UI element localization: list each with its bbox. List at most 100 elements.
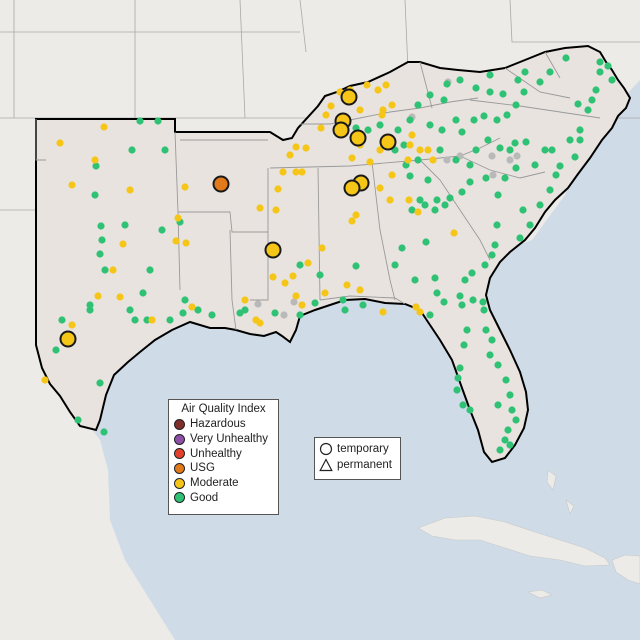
good-station-marker[interactable] bbox=[296, 311, 304, 319]
moderate-station-marker[interactable] bbox=[94, 292, 102, 300]
nodata-station-marker[interactable] bbox=[488, 152, 496, 160]
good-station-marker[interactable] bbox=[456, 76, 464, 84]
moderate-station-marker[interactable] bbox=[109, 266, 117, 274]
good-station-marker[interactable] bbox=[592, 86, 600, 94]
good-station-marker[interactable] bbox=[552, 171, 560, 179]
moderate-station-marker[interactable] bbox=[388, 101, 396, 109]
good-station-marker[interactable] bbox=[472, 146, 480, 154]
moderate-station-marker[interactable] bbox=[414, 208, 422, 216]
moderate-station-marker[interactable] bbox=[116, 293, 124, 301]
good-station-marker[interactable] bbox=[562, 54, 570, 62]
moderate-large-station-marker[interactable] bbox=[349, 129, 367, 147]
moderate-station-marker[interactable] bbox=[374, 86, 382, 94]
good-station-marker[interactable] bbox=[58, 316, 66, 324]
good-station-marker[interactable] bbox=[376, 121, 384, 129]
moderate-large-station-marker[interactable] bbox=[332, 121, 350, 139]
moderate-station-marker[interactable] bbox=[292, 292, 300, 300]
moderate-station-marker[interactable] bbox=[317, 124, 325, 132]
moderate-station-marker[interactable] bbox=[274, 185, 282, 193]
good-station-marker[interactable] bbox=[458, 188, 466, 196]
moderate-station-marker[interactable] bbox=[352, 211, 360, 219]
good-station-marker[interactable] bbox=[574, 100, 582, 108]
moderate-station-marker[interactable] bbox=[298, 168, 306, 176]
good-station-marker[interactable] bbox=[494, 191, 502, 199]
moderate-station-marker[interactable] bbox=[366, 158, 374, 166]
good-station-marker[interactable] bbox=[431, 206, 439, 214]
good-station-marker[interactable] bbox=[166, 316, 174, 324]
good-station-marker[interactable] bbox=[433, 289, 441, 297]
good-station-marker[interactable] bbox=[438, 126, 446, 134]
moderate-station-marker[interactable] bbox=[386, 196, 394, 204]
moderate-station-marker[interactable] bbox=[41, 376, 49, 384]
good-station-marker[interactable] bbox=[446, 194, 454, 202]
good-station-marker[interactable] bbox=[146, 266, 154, 274]
good-station-marker[interactable] bbox=[588, 96, 596, 104]
good-station-marker[interactable] bbox=[488, 251, 496, 259]
moderate-station-marker[interactable] bbox=[56, 139, 64, 147]
moderate-station-marker[interactable] bbox=[174, 214, 182, 222]
good-station-marker[interactable] bbox=[400, 141, 408, 149]
good-station-marker[interactable] bbox=[179, 309, 187, 317]
good-station-marker[interactable] bbox=[311, 299, 319, 307]
good-station-marker[interactable] bbox=[426, 311, 434, 319]
good-station-marker[interactable] bbox=[522, 138, 530, 146]
good-station-marker[interactable] bbox=[394, 126, 402, 134]
good-station-marker[interactable] bbox=[608, 76, 616, 84]
good-station-marker[interactable] bbox=[456, 292, 464, 300]
good-station-marker[interactable] bbox=[488, 336, 496, 344]
good-station-marker[interactable] bbox=[98, 236, 106, 244]
moderate-large-station-marker[interactable] bbox=[379, 133, 397, 151]
moderate-station-marker[interactable] bbox=[279, 168, 287, 176]
good-station-marker[interactable] bbox=[541, 146, 549, 154]
good-station-marker[interactable] bbox=[96, 250, 104, 258]
moderate-station-marker[interactable] bbox=[416, 308, 424, 316]
good-station-marker[interactable] bbox=[519, 206, 527, 214]
good-station-marker[interactable] bbox=[158, 226, 166, 234]
moderate-station-marker[interactable] bbox=[286, 151, 294, 159]
moderate-station-marker[interactable] bbox=[388, 171, 396, 179]
nodata-station-marker[interactable] bbox=[290, 298, 298, 306]
moderate-station-marker[interactable] bbox=[302, 144, 310, 152]
good-station-marker[interactable] bbox=[398, 244, 406, 252]
good-station-marker[interactable] bbox=[452, 156, 460, 164]
moderate-station-marker[interactable] bbox=[379, 308, 387, 316]
good-station-marker[interactable] bbox=[493, 221, 501, 229]
good-station-marker[interactable] bbox=[456, 364, 464, 372]
good-station-marker[interactable] bbox=[482, 326, 490, 334]
moderate-station-marker[interactable] bbox=[172, 237, 180, 245]
moderate-large-station-marker[interactable] bbox=[59, 330, 77, 348]
moderate-station-marker[interactable] bbox=[406, 141, 414, 149]
good-station-marker[interactable] bbox=[536, 201, 544, 209]
good-station-marker[interactable] bbox=[441, 201, 449, 209]
good-station-marker[interactable] bbox=[566, 136, 574, 144]
moderate-station-marker[interactable] bbox=[256, 319, 264, 327]
moderate-station-marker[interactable] bbox=[304, 259, 312, 267]
good-station-marker[interactable] bbox=[131, 316, 139, 324]
good-station-marker[interactable] bbox=[422, 238, 430, 246]
good-station-marker[interactable] bbox=[154, 117, 162, 125]
moderate-station-marker[interactable] bbox=[327, 102, 335, 110]
good-station-marker[interactable] bbox=[458, 128, 466, 136]
good-station-marker[interactable] bbox=[516, 234, 524, 242]
nodata-station-marker[interactable] bbox=[513, 152, 521, 160]
good-station-marker[interactable] bbox=[604, 62, 612, 70]
good-station-marker[interactable] bbox=[511, 139, 519, 147]
good-station-marker[interactable] bbox=[466, 161, 474, 169]
good-station-marker[interactable] bbox=[406, 172, 414, 180]
good-station-marker[interactable] bbox=[470, 116, 478, 124]
good-station-marker[interactable] bbox=[411, 276, 419, 284]
moderate-station-marker[interactable] bbox=[348, 217, 356, 225]
good-station-marker[interactable] bbox=[521, 68, 529, 76]
good-station-marker[interactable] bbox=[359, 301, 367, 309]
moderate-station-marker[interactable] bbox=[450, 229, 458, 237]
good-station-marker[interactable] bbox=[501, 436, 509, 444]
moderate-station-marker[interactable] bbox=[416, 146, 424, 154]
moderate-station-marker[interactable] bbox=[405, 196, 413, 204]
nodata-station-marker[interactable] bbox=[506, 156, 514, 164]
good-station-marker[interactable] bbox=[480, 306, 488, 314]
good-station-marker[interactable] bbox=[408, 206, 416, 214]
good-station-marker[interactable] bbox=[460, 341, 468, 349]
good-station-marker[interactable] bbox=[486, 351, 494, 359]
good-station-marker[interactable] bbox=[481, 261, 489, 269]
